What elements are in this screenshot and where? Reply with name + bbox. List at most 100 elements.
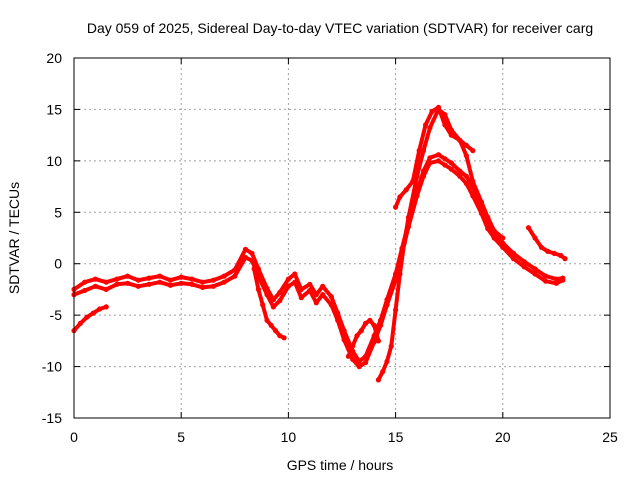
series-points-trace-g: [525, 225, 568, 262]
data-point: [510, 256, 517, 262]
data-point: [463, 153, 469, 159]
data-point: [103, 286, 109, 292]
series-points-trace-h: [345, 317, 381, 359]
data-point: [388, 343, 394, 349]
series-points-trace-c: [251, 266, 287, 341]
data-point: [463, 180, 469, 187]
data-point: [146, 281, 152, 287]
data-point: [84, 314, 90, 320]
data-point: [397, 194, 403, 200]
data-point: [375, 338, 381, 344]
data-point: [562, 256, 568, 262]
data-point: [427, 160, 433, 166]
data-point: [189, 276, 195, 282]
data-point: [313, 292, 319, 298]
data-point: [358, 328, 364, 334]
data-point: [521, 259, 527, 265]
data-point: [270, 304, 276, 310]
series-points-trace-f: [393, 104, 476, 210]
data-point: [242, 246, 249, 252]
x-tick-label: 25: [602, 429, 618, 445]
data-point: [363, 359, 369, 366]
data-point: [491, 228, 497, 234]
data-point: [167, 277, 174, 283]
data-point: [363, 320, 369, 326]
data-point: [416, 148, 422, 154]
data-point: [410, 178, 416, 184]
data-point: [281, 335, 287, 341]
plot-frame: [73, 57, 611, 419]
data-point: [401, 240, 407, 246]
data-point: [350, 356, 356, 362]
data-point: [277, 333, 283, 339]
data-point: [249, 258, 255, 264]
data-point: [221, 273, 227, 279]
x-tick-label: 0: [70, 429, 78, 445]
data-point: [414, 193, 420, 199]
data-point: [210, 277, 216, 283]
data-point: [135, 283, 141, 289]
x-tick-labels: 0 5 10 15 20 25: [70, 429, 618, 445]
data-point: [375, 377, 381, 383]
data-point: [521, 264, 527, 270]
data-point: [384, 358, 390, 364]
x-axis-label: GPS time / hours: [287, 457, 394, 473]
data-point: [125, 273, 131, 279]
data-point: [420, 173, 427, 179]
data-point: [532, 271, 538, 277]
data-point: [200, 279, 206, 285]
data-point: [292, 279, 298, 285]
data-point: [538, 244, 545, 250]
data-point: [189, 281, 195, 287]
data-point: [328, 294, 334, 300]
data-point: [232, 273, 238, 279]
data-point: [320, 292, 326, 298]
data-point: [125, 280, 131, 286]
data-point: [178, 274, 184, 280]
data-point: [354, 333, 360, 339]
data-point: [397, 271, 403, 277]
data-point: [260, 302, 266, 308]
y-tick-label: 10: [46, 153, 62, 169]
data-point: [491, 235, 497, 241]
data-point: [427, 155, 433, 161]
data-point: [457, 137, 463, 143]
data-point: [525, 225, 532, 231]
data-point: [345, 353, 351, 359]
data-point: [277, 289, 283, 296]
series-layer: [71, 104, 568, 383]
data-point: [532, 235, 538, 241]
data-point: [463, 142, 469, 148]
data-point: [560, 277, 566, 283]
series-points-trace-d: [71, 304, 109, 334]
data-point: [448, 132, 454, 138]
data-point: [378, 322, 384, 328]
data-point: [532, 266, 538, 272]
data-point: [292, 271, 298, 277]
data-point: [249, 250, 255, 256]
data-point: [553, 276, 560, 282]
data-point: [485, 226, 491, 232]
data-point: [268, 322, 274, 328]
y-tick-label: 15: [46, 101, 62, 117]
data-point: [553, 280, 560, 286]
data-point: [157, 279, 163, 285]
data-point: [356, 364, 362, 370]
data-point: [405, 214, 412, 220]
data-point: [114, 281, 120, 287]
data-point: [435, 104, 442, 110]
data-point: [558, 252, 564, 259]
data-point: [429, 108, 435, 115]
data-point: [470, 178, 476, 184]
data-point: [367, 317, 373, 323]
data-point: [478, 210, 484, 216]
data-point: [255, 286, 261, 292]
data-point: [470, 193, 476, 199]
y-tick-label: 20: [46, 50, 62, 66]
data-point: [264, 292, 270, 298]
data-point: [277, 298, 283, 304]
data-point: [307, 281, 313, 287]
data-point: [272, 328, 279, 334]
data-point: [435, 158, 442, 164]
x-tick-label: 10: [281, 429, 297, 445]
